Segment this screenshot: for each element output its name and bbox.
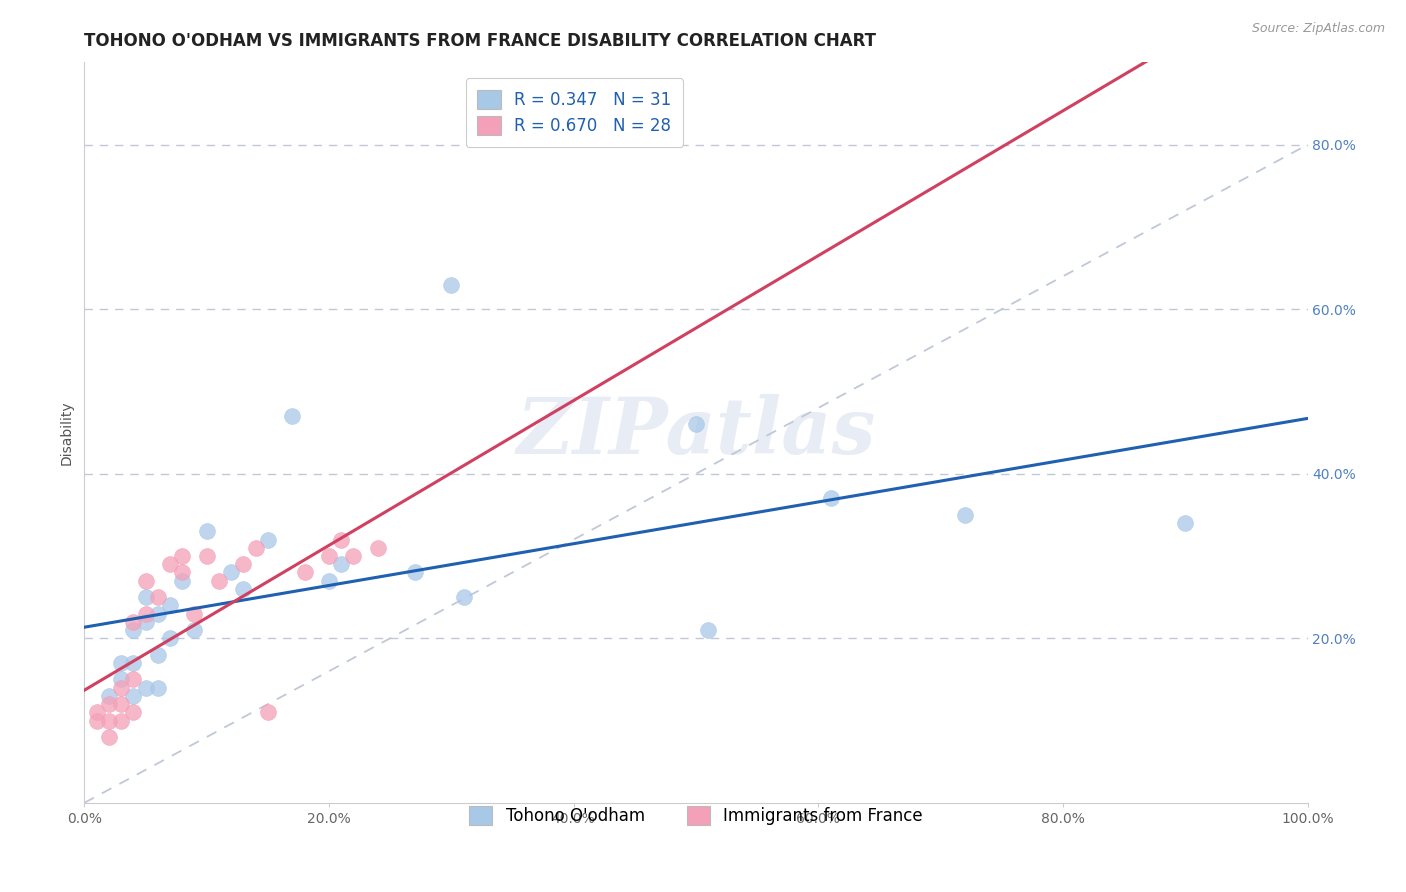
Point (146, 590, 169, 604)
Point (281, 409, 304, 424)
Point (232, 558, 254, 572)
Point (953, 508, 976, 522)
Point (183, 607, 205, 621)
Point (159, 558, 181, 572)
Point (685, 417, 707, 432)
Point (110, 681, 132, 695)
Point (86, 714, 108, 728)
Y-axis label: Disability: Disability (59, 401, 73, 465)
Point (97, 689, 120, 703)
Point (318, 574, 340, 588)
Point (367, 541, 389, 555)
Point (183, 623, 205, 637)
Point (110, 714, 132, 728)
Point (195, 524, 218, 539)
Point (172, 566, 194, 580)
Point (159, 599, 181, 613)
Text: ZIPatlas: ZIPatlas (516, 394, 876, 471)
Point (257, 706, 280, 720)
Point (97, 714, 120, 728)
Text: TOHONO O'ODHAM VS IMMIGRANTS FROM FRANCE DISABILITY CORRELATION CHART: TOHONO O'ODHAM VS IMMIGRANTS FROM FRANCE… (84, 32, 876, 50)
Point (97, 697, 120, 711)
Point (135, 681, 157, 695)
Point (440, 277, 463, 292)
Point (86, 706, 108, 720)
Point (208, 574, 231, 588)
Point (135, 615, 157, 629)
Point (159, 632, 181, 646)
Point (122, 615, 145, 629)
Point (135, 607, 157, 621)
Point (330, 533, 353, 547)
Point (122, 706, 145, 720)
Point (122, 689, 145, 703)
Point (146, 607, 169, 621)
Point (404, 566, 426, 580)
Point (294, 566, 316, 580)
Point (232, 582, 254, 596)
Point (453, 590, 475, 604)
Text: Source: ZipAtlas.com: Source: ZipAtlas.com (1251, 22, 1385, 36)
Point (1174, 516, 1197, 530)
Point (110, 673, 132, 687)
Point (697, 623, 720, 637)
Point (318, 549, 340, 563)
Point (146, 681, 169, 695)
Point (110, 697, 132, 711)
Point (110, 656, 132, 670)
Point (820, 491, 842, 506)
Point (122, 623, 145, 637)
Point (257, 533, 280, 547)
Point (172, 549, 194, 563)
Point (122, 656, 145, 670)
Point (135, 590, 157, 604)
Point (245, 541, 267, 555)
Point (135, 574, 157, 588)
Point (146, 648, 169, 662)
Point (97, 730, 120, 744)
Point (172, 574, 194, 588)
Point (330, 558, 353, 572)
Point (195, 549, 218, 563)
Point (219, 566, 242, 580)
Point (122, 673, 145, 687)
Point (342, 549, 364, 563)
Legend: Tohono O'odham, Immigrants from France: Tohono O'odham, Immigrants from France (460, 796, 932, 835)
